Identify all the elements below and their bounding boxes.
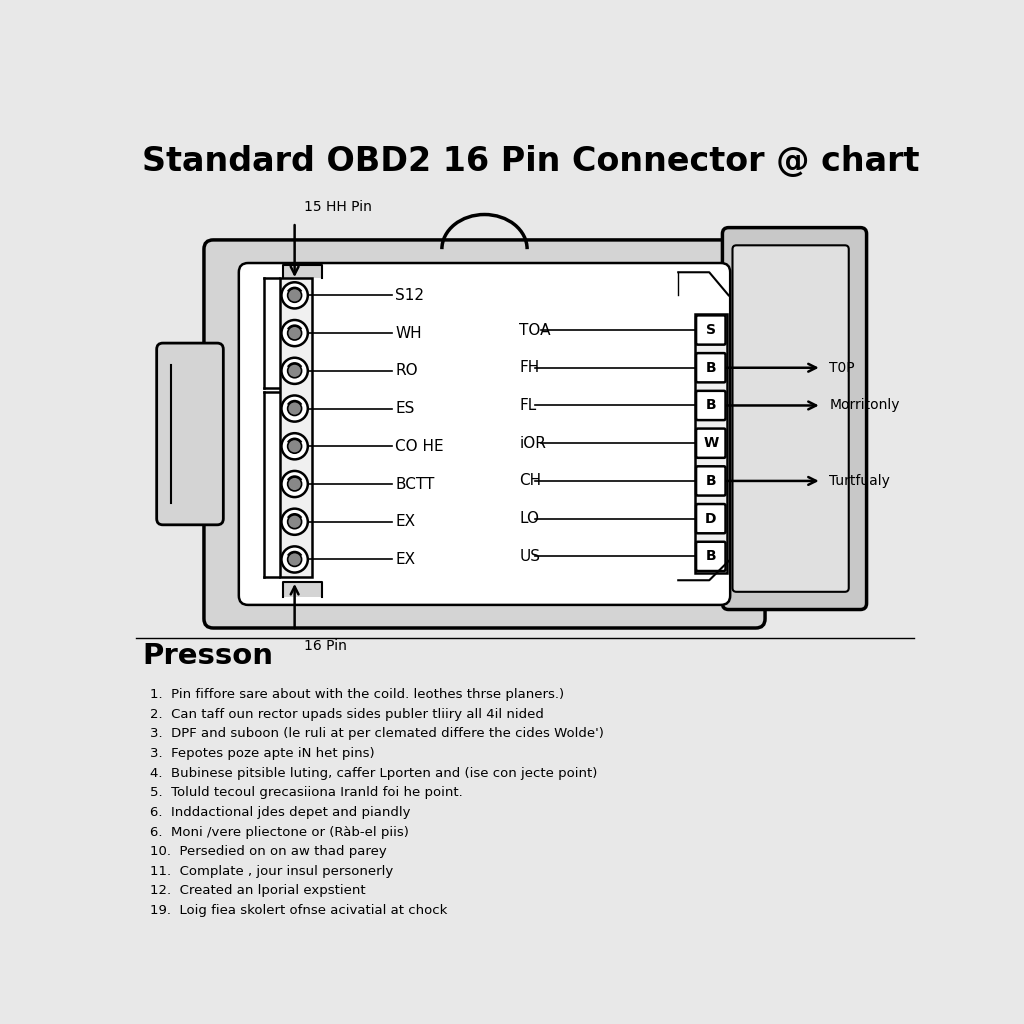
Text: B: B <box>706 474 716 487</box>
Circle shape <box>288 364 302 378</box>
Text: 11.  Complate , jour insul personerly: 11. Complate , jour insul personerly <box>150 865 393 878</box>
Circle shape <box>282 509 308 535</box>
Text: B: B <box>706 360 716 375</box>
FancyBboxPatch shape <box>696 429 726 458</box>
Text: W: W <box>703 436 719 451</box>
Text: TOA: TOA <box>519 323 551 338</box>
Circle shape <box>282 357 308 384</box>
FancyBboxPatch shape <box>204 240 765 628</box>
Text: S12: S12 <box>395 288 424 303</box>
Text: 12.  Created an lporial expstient: 12. Created an lporial expstient <box>150 885 366 897</box>
Text: RO: RO <box>395 364 418 378</box>
FancyBboxPatch shape <box>696 504 726 534</box>
Circle shape <box>288 289 302 302</box>
Text: 6.  Moni /vere pliectone or (Ràb-el piis): 6. Moni /vere pliectone or (Ràb-el piis) <box>150 825 409 839</box>
Text: Morritonly: Morritonly <box>829 398 900 413</box>
FancyBboxPatch shape <box>696 353 726 382</box>
FancyBboxPatch shape <box>239 263 730 605</box>
Text: LO: LO <box>519 511 540 526</box>
FancyBboxPatch shape <box>696 391 726 420</box>
Circle shape <box>282 395 308 422</box>
Text: Standard OBD2 16 Pin Connector @ chart: Standard OBD2 16 Pin Connector @ chart <box>142 145 920 178</box>
Text: 5.  Toluld tecoul grecasiiona Iranld foi he point.: 5. Toluld tecoul grecasiiona Iranld foi … <box>150 786 463 800</box>
Circle shape <box>282 283 308 308</box>
Text: 3.  DPF and suboon (le ruli at per clemated differe the cides Wolde'): 3. DPF and suboon (le ruli at per clemat… <box>150 727 603 740</box>
Text: 15 HH Pin: 15 HH Pin <box>304 200 372 214</box>
Circle shape <box>288 515 302 528</box>
Text: 19.  Loig fiea skolert ofnse acivatial at chock: 19. Loig fiea skolert ofnse acivatial at… <box>150 904 447 918</box>
Text: 6.  Inddactional jdes depet and piandly: 6. Inddactional jdes depet and piandly <box>150 806 411 819</box>
Circle shape <box>282 471 308 497</box>
Circle shape <box>288 401 302 416</box>
Circle shape <box>288 477 302 490</box>
Text: BCTT: BCTT <box>395 476 435 492</box>
Text: 16 Pin: 16 Pin <box>304 639 347 653</box>
Circle shape <box>282 433 308 460</box>
Text: Presson: Presson <box>142 642 273 670</box>
Text: CO HE: CO HE <box>395 438 444 454</box>
Text: EX: EX <box>395 552 416 567</box>
FancyBboxPatch shape <box>696 315 726 345</box>
FancyBboxPatch shape <box>696 542 726 571</box>
Circle shape <box>288 553 302 566</box>
Text: T0P: T0P <box>829 360 855 375</box>
Text: S: S <box>706 323 716 337</box>
Text: B: B <box>706 550 716 563</box>
Text: US: US <box>519 549 541 564</box>
Bar <box>694 313 727 572</box>
Text: Turtfualy: Turtfualy <box>829 474 890 487</box>
Text: 4.  Bubinese pitsible luting, caffer Lporten and (ise con jecte point): 4. Bubinese pitsible luting, caffer Lpor… <box>150 767 597 779</box>
Bar <box>283 264 322 279</box>
FancyBboxPatch shape <box>157 343 223 525</box>
FancyBboxPatch shape <box>696 466 726 496</box>
Text: B: B <box>706 398 716 413</box>
Text: 3.  Fepotes poze apte iN het pins): 3. Fepotes poze apte iN het pins) <box>150 746 375 760</box>
Text: FH: FH <box>519 360 540 375</box>
Text: CH: CH <box>519 473 542 488</box>
Text: FL: FL <box>519 398 537 413</box>
Circle shape <box>282 547 308 572</box>
Text: 2.  Can taff oun rector upads sides publer tliiry all 4il nided: 2. Can taff oun rector upads sides puble… <box>150 708 544 721</box>
Text: D: D <box>706 512 717 525</box>
Circle shape <box>282 319 308 346</box>
Text: 10.  Persedied on on aw thad parey: 10. Persedied on on aw thad parey <box>150 845 386 858</box>
FancyBboxPatch shape <box>722 227 866 609</box>
Text: WH: WH <box>395 326 422 341</box>
Circle shape <box>288 439 302 454</box>
Text: iOR: iOR <box>519 435 546 451</box>
Text: EX: EX <box>395 514 416 529</box>
Text: 1.  Pin fiffore sare about with the coild. leothes thrse planers.): 1. Pin fiffore sare about with the coild… <box>150 688 564 701</box>
Bar <box>283 582 322 597</box>
FancyBboxPatch shape <box>732 246 849 592</box>
Circle shape <box>288 327 302 340</box>
Text: ES: ES <box>395 401 415 416</box>
Bar <box>280 278 312 578</box>
